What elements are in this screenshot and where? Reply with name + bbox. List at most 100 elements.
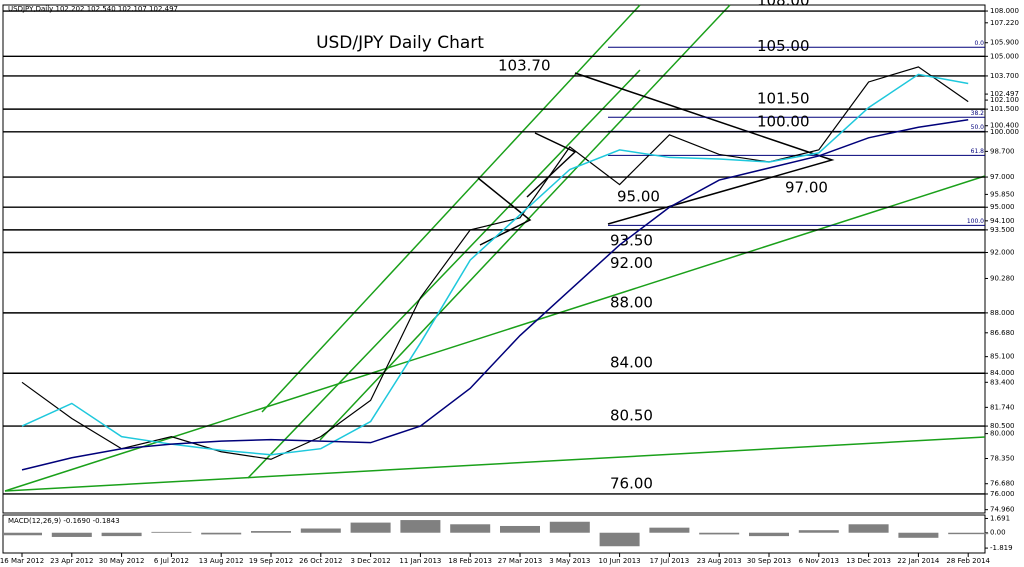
macd-bar bbox=[549, 521, 590, 533]
y-tick-label: 78.350 bbox=[990, 455, 1015, 463]
macd-title: MACD(12,26,9) -0.1690 -0.1843 bbox=[8, 517, 120, 525]
price-line bbox=[21, 73, 969, 456]
triangle bbox=[526, 132, 577, 198]
y-tick-label: 108.000 bbox=[990, 7, 1019, 15]
y-tick-label: 90.280 bbox=[990, 274, 1015, 282]
y-tick-label: 98.700 bbox=[990, 147, 1015, 155]
x-tick-label: 19 Sep 2012 bbox=[249, 557, 293, 565]
fib-label: 38.2 bbox=[971, 110, 985, 117]
level-label: 80.50 bbox=[610, 407, 653, 425]
level-label: 105.00 bbox=[757, 37, 810, 55]
macd-bar bbox=[350, 522, 391, 533]
y-tick-label: 95.850 bbox=[990, 190, 1015, 198]
level-label: 84.00 bbox=[610, 354, 653, 372]
x-tick-label: 16 Mar 2012 bbox=[0, 557, 44, 565]
x-tick-label: 27 Mar 2013 bbox=[498, 557, 542, 565]
macd-bar bbox=[500, 525, 540, 533]
x-tick-label: 6 Jul 2012 bbox=[154, 557, 189, 565]
fib-label: 100.0 bbox=[967, 218, 984, 225]
main-frame bbox=[2, 4, 986, 514]
y-tick-label: 1.691 bbox=[990, 514, 1010, 522]
macd-bar bbox=[798, 530, 839, 533]
trend-line bbox=[4, 175, 986, 492]
macd-bar bbox=[400, 520, 441, 533]
x-tick-label: 3 May 2013 bbox=[549, 557, 590, 565]
x-tick-label: 28 Feb 2014 bbox=[946, 557, 990, 565]
y-tick-label: 84.000 bbox=[990, 369, 1015, 377]
macd-bar bbox=[101, 532, 142, 537]
y-tick-label: -1.819 bbox=[990, 544, 1013, 552]
macd-bar bbox=[2, 532, 42, 536]
y-tick-label: 95.000 bbox=[990, 203, 1015, 211]
y-tick-label: 92.000 bbox=[990, 249, 1015, 257]
level-label: 101.50 bbox=[757, 90, 810, 108]
price-line bbox=[21, 66, 969, 460]
macd-bar bbox=[251, 531, 291, 533]
macd-bar bbox=[51, 532, 92, 537]
level-label: 76.00 bbox=[610, 474, 653, 492]
fib-label: 50.0 bbox=[971, 124, 985, 131]
x-tick-label: 11 Jan 2013 bbox=[399, 557, 441, 565]
y-tick-label: 105.900 bbox=[990, 39, 1019, 47]
channel-line bbox=[261, 4, 641, 413]
y-tick-label: 80.500 bbox=[990, 422, 1015, 430]
macd-bar bbox=[450, 524, 491, 533]
fib-label: 0.0 bbox=[974, 40, 984, 47]
y-tick-label: 81.740 bbox=[990, 403, 1015, 411]
y-tick-label: 103.700 bbox=[990, 72, 1019, 80]
triangle bbox=[574, 72, 835, 225]
y-tick-label: 0.00 bbox=[990, 529, 1006, 537]
x-tick-label: 3 Dec 2012 bbox=[350, 557, 390, 565]
x-tick-label: 23 Aug 2013 bbox=[697, 557, 742, 565]
y-tick-label: 105.000 bbox=[990, 52, 1019, 60]
trend-line bbox=[4, 436, 986, 492]
x-tick-label: 10 Jun 2013 bbox=[599, 557, 641, 565]
header: USDJPY,Daily 102.202 102.540 102.107 102… bbox=[8, 5, 178, 13]
y-tick-label: 93.500 bbox=[990, 226, 1015, 234]
y-tick-label: 80.000 bbox=[990, 430, 1015, 438]
macd-bar bbox=[201, 532, 242, 535]
level-label: 97.00 bbox=[785, 179, 828, 197]
level-label: 93.50 bbox=[610, 231, 653, 249]
x-tick-label: 13 Aug 2012 bbox=[199, 557, 244, 565]
x-tick-label: 22 Jan 2014 bbox=[897, 557, 940, 565]
y-tick-label: 101.500 bbox=[990, 105, 1019, 113]
fib-label: 61.8 bbox=[971, 148, 985, 155]
y-tick-label: 88.000 bbox=[990, 309, 1015, 317]
macd-bar bbox=[599, 532, 640, 547]
macd-bar bbox=[848, 524, 889, 533]
price-line bbox=[21, 118, 969, 471]
chart-title: USD/JPY Daily Chart bbox=[316, 33, 484, 53]
x-tick-label: 18 Feb 2013 bbox=[448, 557, 492, 565]
level-label: 100.00 bbox=[757, 112, 810, 130]
x-tick-label: 26 Oct 2012 bbox=[299, 557, 342, 565]
y-tick-label: 107.220 bbox=[990, 19, 1019, 27]
level-label: 108.00 bbox=[757, 0, 810, 10]
macd-bar bbox=[151, 531, 192, 533]
macd-bar bbox=[898, 532, 939, 538]
channel-line bbox=[247, 69, 641, 479]
y-tick-label: 102.100 bbox=[990, 96, 1019, 104]
macd-bar bbox=[649, 527, 690, 533]
macd-bar bbox=[300, 528, 341, 533]
y-tick-label: 74.960 bbox=[990, 506, 1015, 514]
y-tick-label: 102.497 bbox=[990, 90, 1019, 98]
y-tick-label: 85.100 bbox=[990, 353, 1015, 361]
level-label: 95.00 bbox=[617, 188, 660, 206]
y-tick-label: 94.100 bbox=[990, 217, 1015, 225]
x-tick-label: 23 Apr 2012 bbox=[50, 557, 93, 565]
y-tick-label: 83.400 bbox=[990, 378, 1015, 386]
y-tick-label: 76.000 bbox=[990, 490, 1015, 498]
macd-bar bbox=[749, 532, 789, 537]
y-tick-label: 76.680 bbox=[990, 480, 1015, 488]
level-label: 103.70 bbox=[498, 56, 551, 74]
level-label: 92.00 bbox=[610, 254, 653, 272]
y-tick-label: 100.000 bbox=[990, 128, 1019, 136]
level-label: 88.00 bbox=[610, 293, 653, 311]
x-tick-label: 30 May 2012 bbox=[99, 557, 145, 565]
x-tick-label: 6 Nov 2013 bbox=[799, 557, 839, 565]
y-tick-label: 86.680 bbox=[990, 329, 1015, 337]
